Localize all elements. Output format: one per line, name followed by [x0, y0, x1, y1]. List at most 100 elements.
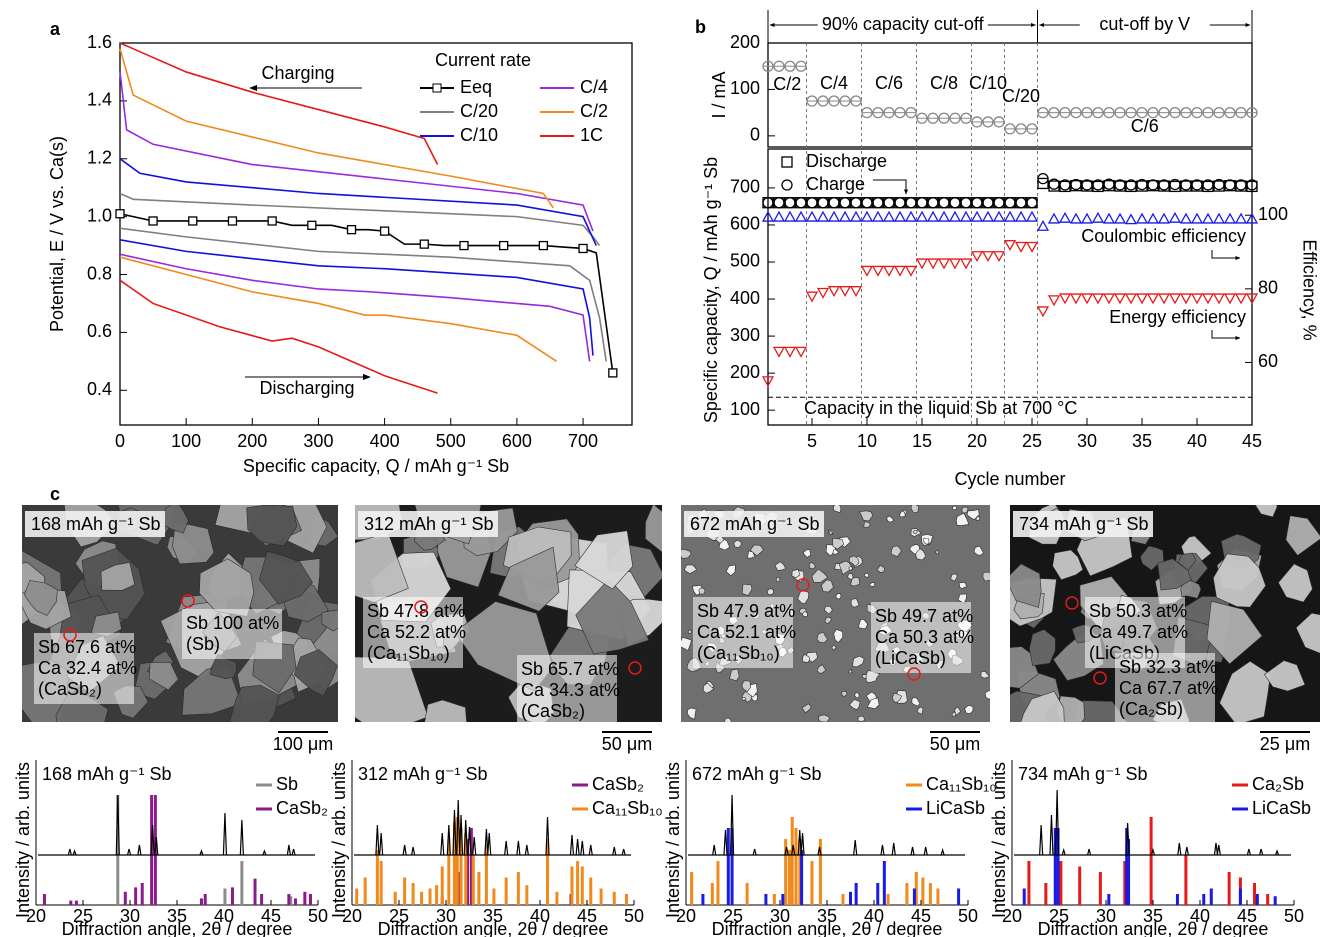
y-tick-label: 700	[730, 177, 760, 197]
marker	[860, 265, 874, 277]
marker	[1047, 295, 1061, 307]
image-label: 168 mAh g⁻¹ Sb	[31, 514, 161, 534]
pattern-peak	[880, 844, 885, 856]
y-axis-label: Intensity / arb. units	[13, 762, 33, 918]
annotation-bg	[182, 609, 282, 659]
particle	[824, 616, 832, 624]
y-tick-label: 100	[730, 399, 760, 419]
particle	[801, 703, 812, 714]
particle	[857, 618, 868, 630]
particle	[841, 690, 848, 697]
segment-label: C/6	[875, 73, 903, 93]
annotation-text: (Ca₂Sb)	[1119, 699, 1183, 719]
pattern-peak	[472, 836, 477, 856]
pattern-peak	[446, 824, 451, 856]
marker	[1092, 179, 1104, 191]
particle	[833, 505, 842, 514]
marker	[538, 240, 549, 251]
pattern-peak	[286, 844, 291, 856]
marker	[1014, 210, 1028, 222]
y-axis-label: Potential, E / V vs. Ca(s)	[47, 136, 67, 332]
particle	[749, 544, 764, 557]
marker	[115, 209, 125, 219]
legend-label: Ca₁₁Sb₁₀	[926, 774, 997, 794]
annotation-text: Sb 65.7 at%	[521, 659, 619, 679]
marker	[970, 251, 984, 263]
x-tick-label: 45	[1237, 906, 1257, 926]
y-tick-label: 1.2	[87, 148, 112, 168]
marker	[982, 197, 994, 209]
particle	[802, 611, 808, 618]
marker	[959, 258, 973, 270]
x-tick-label: 45	[1242, 431, 1262, 451]
pattern-peak	[1213, 842, 1219, 856]
marker	[937, 210, 951, 222]
particle	[23, 580, 58, 616]
y-tick-label: 300	[730, 325, 760, 345]
curve	[119, 48, 554, 209]
marker	[794, 210, 808, 222]
particle	[961, 506, 969, 514]
pattern-peak	[154, 836, 159, 856]
particle	[982, 571, 990, 582]
pattern-peak	[411, 846, 416, 856]
annotation-text: (Ca₁₁Sb₁₀)	[697, 643, 780, 663]
image-label-bg	[25, 511, 165, 537]
chart-title: 734 mAh g⁻¹ Sb	[1018, 764, 1148, 784]
marker	[960, 197, 972, 209]
particle	[1180, 579, 1202, 599]
y2-tick-label: 80	[1258, 278, 1278, 298]
marker	[938, 197, 950, 209]
marker	[949, 197, 961, 209]
pattern-peak	[588, 844, 593, 856]
marker	[1070, 178, 1082, 191]
marker	[839, 197, 851, 209]
x-tick-label: 400	[370, 431, 400, 451]
marker	[981, 251, 995, 263]
particle	[1010, 563, 1042, 608]
pattern-peak	[463, 819, 468, 856]
pattern-peak	[291, 848, 296, 856]
marker	[1069, 212, 1083, 224]
image-label-bg	[1013, 511, 1153, 537]
y2-tick-label: 100	[1258, 204, 1288, 224]
panel-label: c	[50, 484, 60, 504]
marker	[1147, 179, 1159, 191]
x-tick-label: 50	[624, 906, 644, 926]
particle	[1029, 629, 1056, 667]
marker	[926, 210, 940, 222]
particle	[687, 629, 693, 635]
marker	[148, 216, 158, 226]
marker	[838, 286, 852, 298]
annotation-bg	[517, 655, 617, 726]
segment-label: C/20	[1002, 86, 1040, 106]
marker	[904, 210, 918, 222]
legend-label: CaSb₂	[276, 798, 328, 818]
marker	[1135, 293, 1149, 305]
marker	[927, 197, 939, 209]
marker	[1025, 241, 1039, 253]
y-axis-label: Intensity / arb. units	[663, 762, 683, 918]
particle	[808, 561, 816, 570]
marker	[860, 210, 874, 222]
marker	[1069, 293, 1083, 305]
particle	[100, 562, 136, 591]
marker	[794, 346, 808, 358]
particle	[1278, 563, 1313, 603]
x-tick-label: 25	[1049, 906, 1069, 926]
particle	[802, 653, 811, 663]
pattern-peak	[1246, 848, 1251, 856]
x-tick-label: 30	[436, 906, 456, 926]
marker	[1212, 293, 1226, 305]
pattern-peak	[1275, 849, 1280, 856]
marker	[772, 346, 786, 358]
marker	[1103, 178, 1115, 190]
particle	[852, 655, 865, 668]
marker	[267, 216, 277, 226]
particle	[729, 668, 740, 682]
pattern-peak	[800, 832, 805, 856]
particle	[886, 515, 895, 523]
pattern-peak	[923, 846, 928, 856]
spectrum-spot	[414, 600, 428, 614]
pattern-peak	[452, 809, 457, 856]
